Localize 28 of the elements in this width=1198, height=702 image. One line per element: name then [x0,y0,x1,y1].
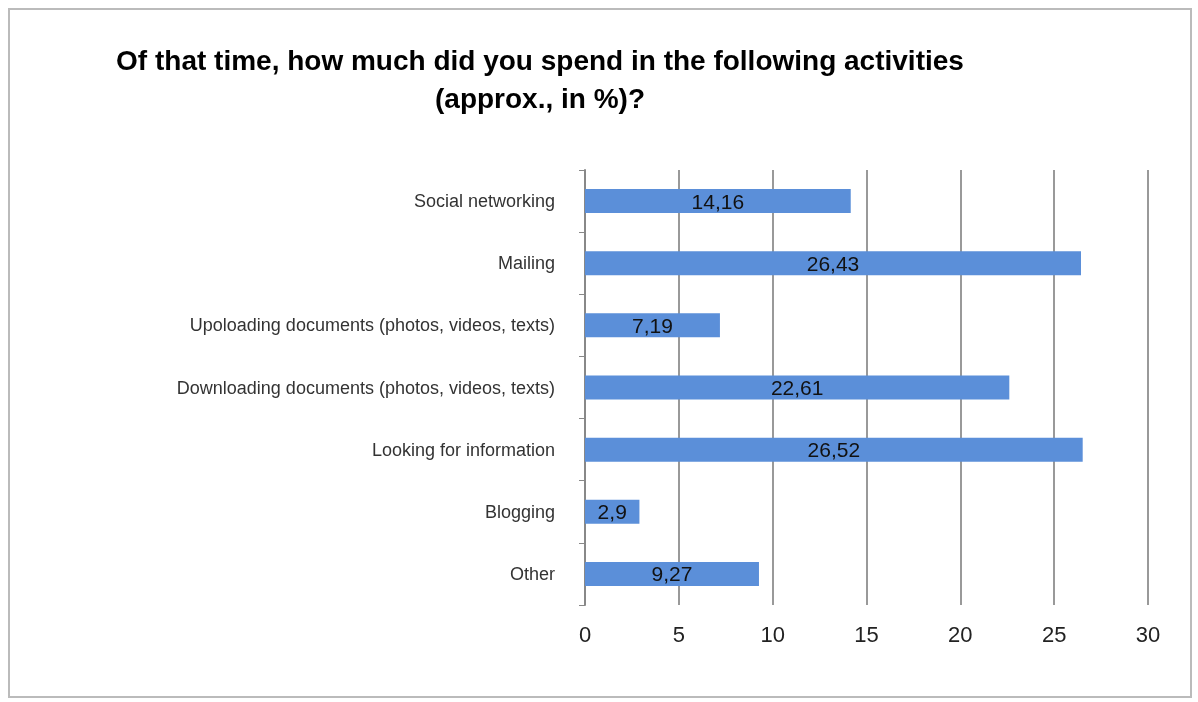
chart-title: Of that time, how much did you spend in the following activities (approx., in %)? [115,44,965,116]
data-label: 22,61 [770,376,824,399]
bar [585,189,851,214]
x-tick-label: 15 [854,621,879,647]
y-tick-label: Looking for information [371,439,555,460]
y-tick-label: Blogging [484,501,555,522]
x-tick-label: 25 [1041,621,1067,647]
bar [585,313,720,338]
bar [585,251,1081,276]
y-tick-label: Mailing [497,253,555,274]
data-label: 26,43 [806,251,860,275]
data-label: 2,9 [597,500,627,524]
x-tick-label: 5 [672,621,685,647]
y-tick-label: Other [509,563,555,584]
bar [585,375,1010,400]
y-tick-label: Social networking [413,191,555,212]
data-label: 26,52 [807,438,861,462]
data-label: 14,16 [691,189,745,213]
x-tick-label: 10 [760,621,785,647]
x-tick-label: 0 [578,621,592,647]
bar [585,561,759,586]
y-tick-label: Downloading documents (photos, videos, texts) [176,377,555,398]
y-tick-label: Upoloading documents (photos, videos, texts) [189,315,555,336]
x-tick-label: 30 [1135,621,1161,647]
bar [585,437,1083,462]
data-label: 9,27 [651,562,693,586]
data-label: 7,19 [632,313,673,337]
x-tick-label: 20 [948,621,973,647]
